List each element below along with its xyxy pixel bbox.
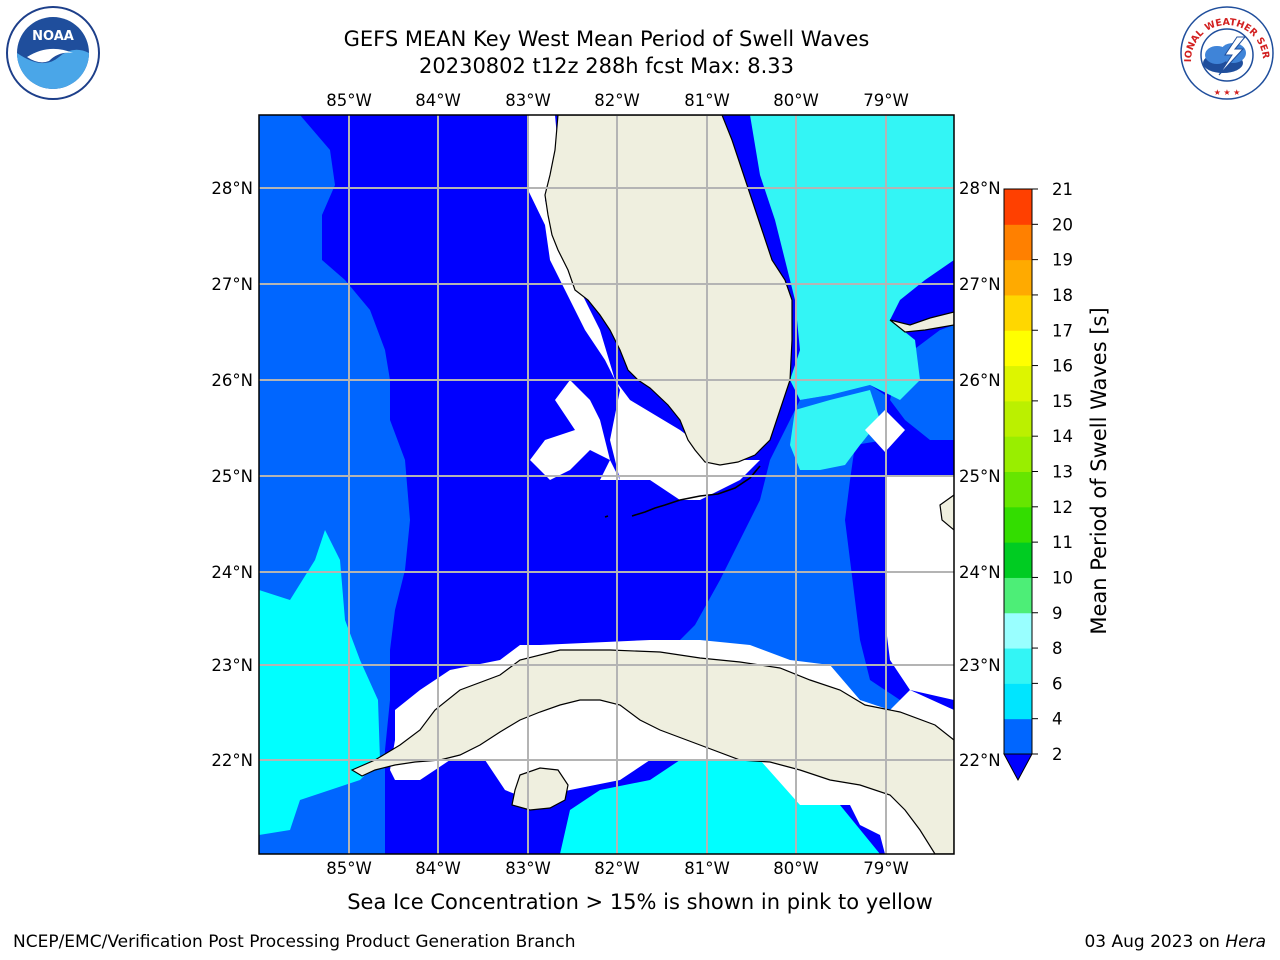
lon-labels-top: 85°W 84°W 83°W 82°W 81°W 80°W 79°W — [326, 91, 909, 110]
colorbar-under-arrow — [1003, 753, 1033, 782]
footer-machine: Hera — [1225, 932, 1266, 952]
lat-label: 25°N — [211, 467, 253, 486]
colorbar-swatch — [1004, 189, 1032, 225]
lon-label: 81°W — [684, 91, 730, 110]
noaa-logo-icon: NOAA — [6, 6, 100, 100]
lat-label: 27°N — [211, 275, 253, 294]
lat-label: 26°N — [959, 371, 1001, 390]
map-frame — [258, 114, 955, 855]
colorbar-tick-label: 10 — [1052, 568, 1073, 587]
lon-label: 80°W — [773, 859, 819, 878]
lon-label: 82°W — [594, 91, 640, 110]
footer-credit: NCEP/EMC/Verification Post Processing Pr… — [13, 932, 576, 952]
colorbar-tick-label: 19 — [1052, 251, 1073, 270]
lat-label: 22°N — [959, 751, 1001, 770]
footer-date: 03 Aug 2023 on Hera — [1084, 932, 1266, 952]
lon-label: 79°W — [863, 91, 909, 110]
svg-text:★ ★ ★: ★ ★ ★ — [1214, 88, 1241, 97]
lon-label: 85°W — [326, 91, 372, 110]
land-florida-keys — [604, 465, 761, 518]
lat-labels-left: 28°N 27°N 26°N 25°N 24°N 23°N 22°N — [211, 179, 253, 770]
colorbar-tick-label: 17 — [1052, 321, 1073, 340]
lon-label: 83°W — [505, 859, 551, 878]
lat-label: 24°N — [211, 563, 253, 582]
colorbar-swatch — [1004, 718, 1032, 755]
colorbar-swatch — [1004, 400, 1032, 437]
colorbar-tick-label: 8 — [1052, 639, 1063, 658]
map-panel — [259, 115, 954, 854]
colorbar-swatch — [1004, 683, 1032, 720]
footer-date-text: 03 Aug 2023 on — [1084, 932, 1226, 952]
lat-labels-right: 28°N 27°N 26°N 25°N 24°N 23°N 22°N — [959, 179, 1001, 770]
colorbar-tick-label: 16 — [1052, 357, 1073, 376]
colorbar-tick-label: 9 — [1052, 604, 1063, 623]
colorbar-tick-label: 20 — [1052, 215, 1073, 234]
nodata-florida-west-coast — [528, 115, 760, 500]
swell-4-6s-south-channel — [790, 390, 880, 470]
map-title: GEFS MEAN Key West Mean Period of Swell … — [343, 27, 870, 51]
colorbar-swatch — [1004, 259, 1032, 296]
lat-label: 22°N — [211, 751, 253, 770]
swell-4-6s-south — [560, 760, 880, 854]
colorbar-tick-label: 6 — [1052, 674, 1063, 693]
swell-4-6s-northeast — [750, 115, 954, 400]
land-florida — [544, 115, 793, 466]
colorbar-swatch — [1004, 542, 1032, 578]
colorbar-swatch — [1004, 506, 1032, 543]
lon-label: 83°W — [505, 91, 551, 110]
national-weather-service-logo-icon: NATIONAL WEATHER SERVICE ★ ★ ★ — [1177, 5, 1274, 100]
map-subtitle: 20230802 t12z 288h fcst Max: 8.33 — [419, 54, 794, 78]
colorbar-swatch — [1004, 294, 1032, 331]
colorbar-swatch — [1004, 436, 1032, 472]
lon-label: 85°W — [326, 859, 372, 878]
noaa-logo-text: NOAA — [32, 29, 74, 44]
colorbar: 2 4 6 8 9 10 11 12 13 14 15 16 17 18 19 20 21 — [1003, 180, 1073, 782]
lon-label: 84°W — [415, 91, 461, 110]
colorbar-tick-label: 2 — [1052, 745, 1063, 764]
colorbar-tick-label: 21 — [1052, 180, 1073, 199]
colorbar-tick-label: 12 — [1052, 498, 1073, 517]
lon-label: 79°W — [863, 859, 909, 878]
colorbar-swatch — [1004, 224, 1032, 261]
map-gridlines — [259, 115, 954, 854]
colorbar-tick-label: 14 — [1052, 427, 1073, 446]
colorbar-label: Mean Period of Swell Waves [s] — [1087, 307, 1111, 634]
lat-label: 23°N — [211, 656, 253, 675]
colorbar-swatch — [1004, 648, 1032, 684]
colorbar-swatch — [1004, 471, 1032, 508]
lat-label: 25°N — [959, 467, 1001, 486]
lat-label: 27°N — [959, 275, 1001, 294]
land-isle-of-youth — [511, 767, 569, 811]
lon-label: 80°W — [773, 91, 819, 110]
colorbar-tick-label: 11 — [1052, 533, 1073, 552]
lat-label: 24°N — [959, 563, 1001, 582]
nodata-southeast-corner — [760, 475, 954, 854]
land-grand-bahama — [889, 311, 954, 333]
swell-2-4s-east — [890, 325, 954, 440]
land-andros — [939, 494, 954, 531]
colorbar-tick-label: 18 — [1052, 286, 1073, 305]
colorbar-swatch — [1004, 365, 1032, 402]
lat-label: 26°N — [211, 371, 253, 390]
lon-labels-bottom: 85°W 84°W 83°W 82°W 81°W 80°W 79°W — [326, 859, 909, 878]
colorbar-tick-label: 15 — [1052, 392, 1073, 411]
colorbar-swatch — [1004, 612, 1032, 649]
lat-label: 28°N — [959, 179, 1001, 198]
lon-label: 82°W — [594, 859, 640, 878]
lon-label: 84°W — [415, 859, 461, 878]
land-cuba — [350, 649, 954, 854]
sea-ice-note: Sea Ice Concentration > 15% is shown in … — [347, 890, 933, 914]
lat-label: 28°N — [211, 179, 253, 198]
colorbar-swatch — [1004, 330, 1032, 367]
colorbar-swatch — [1004, 577, 1032, 614]
lon-label: 81°W — [684, 859, 730, 878]
colorbar-tick-label: 4 — [1052, 710, 1063, 729]
lat-label: 23°N — [959, 656, 1001, 675]
colorbar-tick-label: 13 — [1052, 463, 1073, 482]
